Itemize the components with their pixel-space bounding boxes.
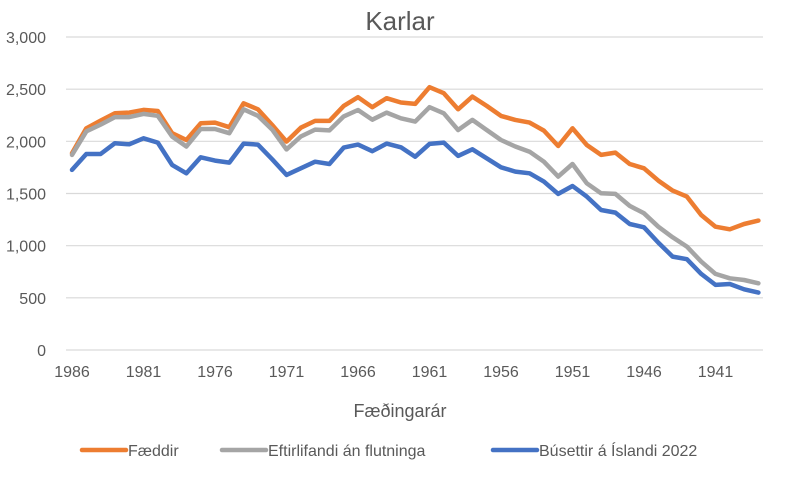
series-line [69, 84, 761, 232]
gridlines [66, 36, 763, 351]
y-tick-label: 3,000 [6, 30, 46, 47]
legend-label: Búsettir á Íslandi 2022 [539, 441, 697, 460]
legend-label: Fæddir [128, 443, 179, 460]
y-tick-label: 0 [37, 343, 46, 360]
x-axis-label: Fæðingarár [353, 401, 446, 421]
legend: Fæddir Eftirlifandi án flutninga Búsettir … [79, 441, 697, 460]
y-tick-label: 2,500 [6, 82, 46, 99]
y-tick-label: 1,000 [6, 239, 46, 256]
x-tick-label: 1961 [412, 364, 448, 381]
y-tick-label: 500 [19, 291, 46, 308]
x-tick-label: 1956 [483, 364, 519, 381]
x-axis-ticks: 1986 1981 1976 1971 1966 1961 1956 1951 1946 1941 [54, 364, 733, 381]
x-tick-label: 1946 [626, 364, 662, 381]
x-tick-label: 1966 [340, 364, 376, 381]
x-tick-label: 1941 [698, 364, 734, 381]
y-axis-ticks: 0 500 1,000 1,500 2,000 2,500 3,000 [6, 30, 46, 360]
x-tick-label: 1971 [269, 364, 305, 381]
legend-label: Eftirlifandi án flutninga [268, 443, 426, 460]
series-lines [69, 84, 761, 295]
x-tick-label: 1981 [126, 364, 162, 381]
y-tick-label: 2,000 [6, 134, 46, 151]
legend-item: Eftirlifandi án flutninga [219, 443, 426, 460]
x-tick-label: 1986 [54, 364, 90, 381]
legend-item: Fæddir [79, 443, 179, 460]
x-tick-label: 1951 [555, 364, 591, 381]
series-line [69, 104, 761, 286]
x-tick-label: 1976 [197, 364, 233, 381]
legend-item: Búsettir á Íslandi 2022 [490, 441, 697, 460]
series-line [69, 136, 761, 295]
chart-title: Karlar [365, 6, 435, 36]
y-tick-label: 1,500 [6, 187, 46, 204]
